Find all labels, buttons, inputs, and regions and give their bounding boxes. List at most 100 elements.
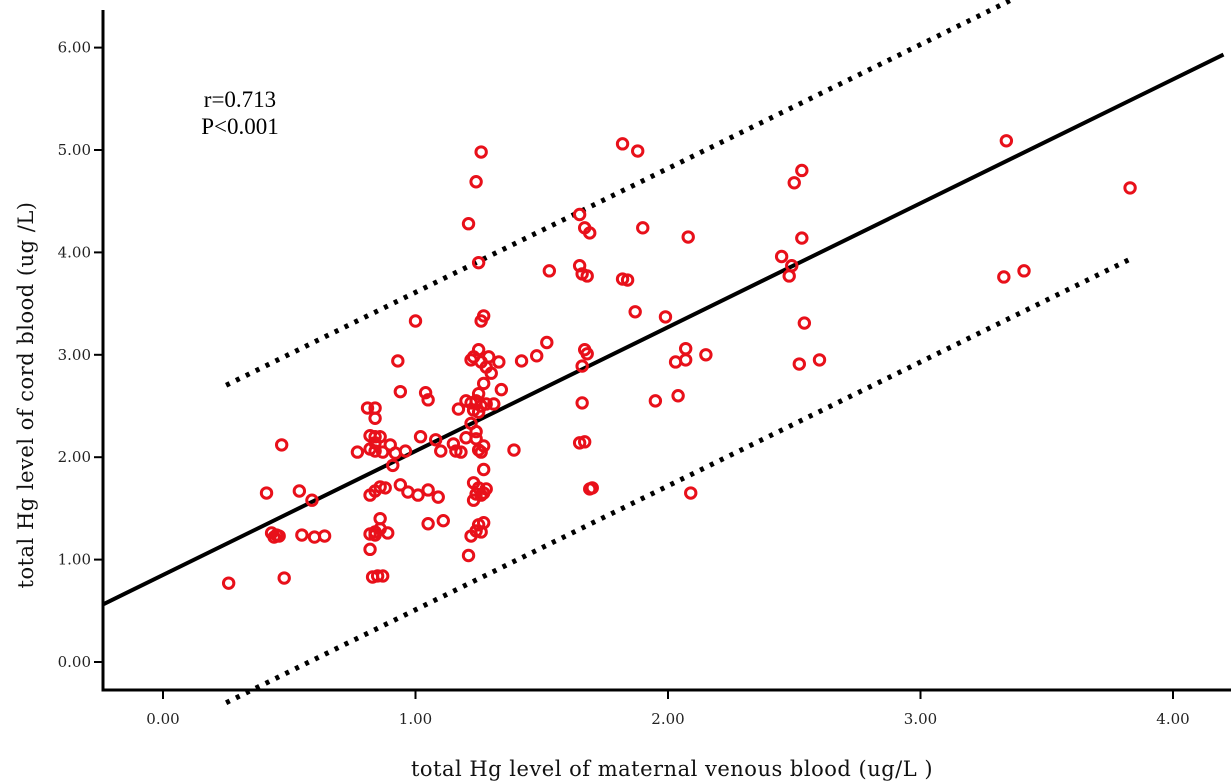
data-point <box>787 176 801 190</box>
data-point <box>583 226 597 240</box>
data-point <box>461 548 476 563</box>
data-point <box>454 445 468 459</box>
correlation-annotation: r=0.713 <box>204 87 276 112</box>
y-tick-label: 1.00 <box>58 551 91 569</box>
data-point <box>785 259 799 273</box>
x-tick-label: 3.00 <box>904 710 937 728</box>
data-point <box>368 430 382 444</box>
upper-prediction-band <box>225 0 1017 388</box>
x-tick-label: 1.00 <box>399 710 432 728</box>
regression-line <box>102 52 1225 607</box>
x-tick-label: 4.00 <box>1156 710 1189 728</box>
data-point <box>585 481 599 495</box>
data-point <box>474 445 488 459</box>
data-point <box>580 347 594 361</box>
data-point <box>684 486 698 500</box>
data-point <box>305 493 319 507</box>
data-point <box>408 314 423 328</box>
data-point <box>317 529 332 543</box>
data-point <box>671 389 685 403</box>
data-point <box>434 444 448 458</box>
data-point <box>631 144 645 158</box>
data-point <box>575 396 589 410</box>
x-tick-labels: 0.00 1.00 2.00 3.00 4.00 <box>146 710 1189 728</box>
data-point <box>370 569 385 583</box>
data-point <box>797 316 812 330</box>
data-point <box>1017 264 1031 278</box>
data-point <box>272 529 286 543</box>
data-point <box>469 175 483 189</box>
data-point <box>812 353 827 367</box>
data-point <box>507 443 521 457</box>
data-point <box>418 385 433 400</box>
data-point <box>997 270 1011 284</box>
data-point <box>484 366 498 380</box>
data-point <box>795 163 809 178</box>
data-point <box>1123 181 1137 195</box>
data-point <box>413 430 428 444</box>
data-point <box>360 401 375 415</box>
data-point <box>368 444 382 458</box>
data-point <box>274 438 289 452</box>
data-point <box>471 255 486 270</box>
y-axis-title: total Hg level of cord blood (ug /L) <box>14 202 38 589</box>
x-tick-label: 2.00 <box>651 710 684 728</box>
data-point <box>469 424 483 439</box>
data-point <box>221 576 236 590</box>
data-point <box>363 542 377 557</box>
data-point <box>277 571 291 585</box>
data-point <box>381 526 395 540</box>
data-point <box>471 342 486 357</box>
data-point <box>378 481 392 495</box>
data-point <box>636 221 650 235</box>
data-point <box>451 402 466 416</box>
axes <box>94 10 1231 699</box>
data-point <box>572 259 587 273</box>
data-point <box>482 350 496 364</box>
data-point <box>368 411 382 425</box>
data-point <box>259 486 274 500</box>
data-point <box>479 482 493 496</box>
data-point <box>628 305 642 319</box>
data-point <box>487 397 501 411</box>
data-point <box>393 384 408 399</box>
data-point <box>492 355 506 369</box>
data-point <box>375 445 390 459</box>
data-point <box>678 341 693 356</box>
y-tick-label: 0.00 <box>58 653 91 671</box>
data-point <box>479 397 493 411</box>
data-point <box>471 387 486 401</box>
data-point <box>461 217 476 231</box>
data-point <box>476 516 491 530</box>
data-point <box>577 435 592 449</box>
y-tick-labels: 0.00 1.00 2.00 3.00 4.00 5.00 6.00 <box>58 39 91 671</box>
data-point <box>393 478 408 492</box>
data-point <box>580 269 594 283</box>
y-tick-label: 2.00 <box>58 448 91 466</box>
data-point <box>530 349 544 363</box>
p-value-annotation: P<0.001 <box>201 114 279 139</box>
data-point <box>615 137 630 151</box>
data-point <box>476 376 491 391</box>
y-tick-label: 3.00 <box>58 346 91 364</box>
data-point <box>999 134 1014 148</box>
data-point <box>542 264 557 278</box>
y-tick-label: 4.00 <box>58 243 91 261</box>
data-point <box>436 513 450 528</box>
data-point <box>421 483 435 497</box>
data-point <box>295 528 309 542</box>
data-point <box>446 437 461 451</box>
data-point <box>429 433 443 447</box>
lower-prediction-band <box>225 256 1132 705</box>
data-point <box>681 230 695 244</box>
data-point <box>471 405 486 419</box>
data-point <box>572 207 587 222</box>
data-point <box>795 231 809 245</box>
regression-lines <box>102 0 1225 705</box>
data-points <box>221 134 1137 590</box>
y-tick-label: 6.00 <box>58 39 91 57</box>
data-point <box>474 145 488 159</box>
data-point <box>350 445 365 459</box>
data-point <box>292 484 307 498</box>
